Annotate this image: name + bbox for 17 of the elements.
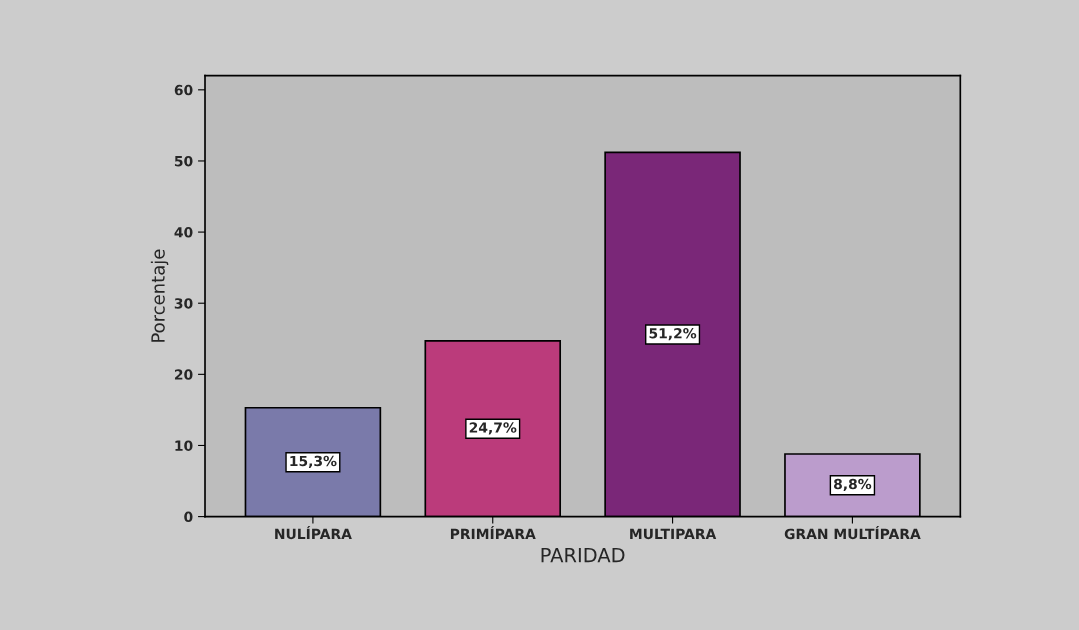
x-tick-label: NULÍPARA <box>275 526 352 540</box>
x-tick-label: MULTIPARA <box>630 528 717 540</box>
y-tick-label: 60 <box>174 84 193 96</box>
y-tick-label: 40 <box>174 227 193 238</box>
data-label: 51,2% <box>649 328 697 341</box>
y-tick-label: 50 <box>174 155 193 167</box>
data-label: 15,3% <box>290 455 337 468</box>
x-tick-label: PRIMÍPARA <box>450 526 536 539</box>
y-tick-label: 10 <box>175 440 193 451</box>
y-tick-label: 20 <box>174 369 193 380</box>
y-tick-label: 0 <box>184 511 193 523</box>
x-tick-label: GRAN MULTÍPARA <box>784 526 921 540</box>
x-axis-title: PARIDAD <box>541 548 625 563</box>
y-tick-label: 30 <box>174 298 193 309</box>
data-label: 24,7% <box>469 422 517 435</box>
data-label: 8,8% <box>834 478 872 492</box>
y-axis-title: Porcentaje <box>150 249 169 342</box>
